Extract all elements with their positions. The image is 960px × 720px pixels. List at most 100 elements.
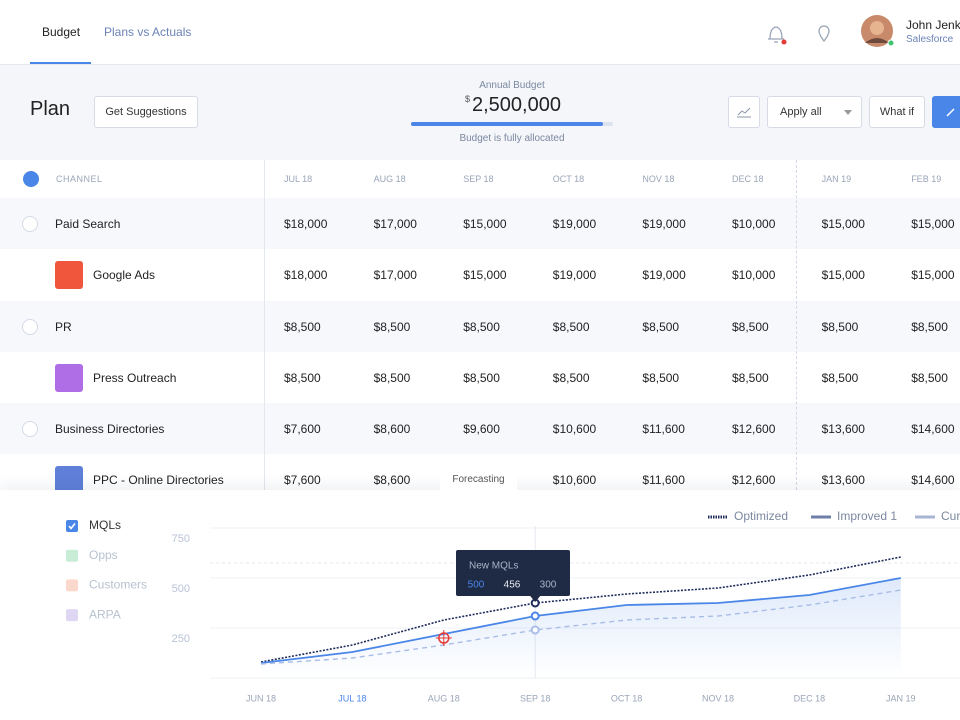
- tab[interactable]: Plans vs Actuals: [104, 25, 192, 39]
- currency: $: [465, 94, 471, 104]
- budget-cell[interactable]: $8,500: [642, 319, 680, 334]
- budget-cell[interactable]: $12,600: [732, 472, 776, 487]
- budget-cell[interactable]: $19,000: [642, 216, 686, 231]
- budget-cell[interactable]: $14,600: [911, 421, 955, 436]
- expand-toggle[interactable]: [22, 420, 38, 437]
- budget-cell[interactable]: $8,500: [373, 370, 411, 385]
- budget-cell[interactable]: $15,000: [463, 216, 507, 231]
- budget-cell[interactable]: $8,500: [463, 319, 500, 334]
- budget-cell[interactable]: $12,600: [732, 421, 776, 436]
- budget-cell[interactable]: $8,500: [284, 370, 321, 385]
- budget-cell[interactable]: $8,500: [373, 319, 411, 334]
- tooltip-arrow: [530, 596, 541, 602]
- legend-label[interactable]: Cur: [941, 509, 960, 523]
- forecast-tab[interactable]: Forecasting: [440, 470, 517, 492]
- column-header: FEB 19: [911, 174, 942, 184]
- tooltip-value: 300: [540, 580, 557, 591]
- channel-name: PPC - Online Directories: [93, 472, 224, 487]
- budget-cell[interactable]: $18,000: [284, 216, 328, 231]
- channel-name: Press Outreach: [93, 370, 177, 385]
- budget-cell[interactable]: $19,000: [552, 268, 597, 282]
- budget-cell[interactable]: $11,600: [642, 472, 685, 487]
- y-tick-label: 250: [172, 633, 190, 645]
- x-tick-label: JUN 18: [246, 693, 276, 703]
- channel-icon: [55, 363, 83, 392]
- budget-cell[interactable]: $8,600: [373, 421, 411, 436]
- budget-cell[interactable]: $10,600: [552, 421, 597, 436]
- budget-cell[interactable]: $8,500: [732, 370, 769, 385]
- location-icon[interactable]: [818, 25, 830, 43]
- budget-cell[interactable]: $13,600: [821, 421, 865, 436]
- column-header: AUG 18: [373, 174, 406, 184]
- notification-dot: [781, 39, 787, 45]
- budget-cell[interactable]: $15,000: [463, 268, 507, 282]
- budget-cell[interactable]: $15,000: [911, 268, 955, 282]
- metric-checkbox[interactable]: [66, 579, 78, 592]
- channel-icon: [55, 465, 83, 490]
- budget-cell[interactable]: $8,500: [821, 370, 859, 385]
- expand-toggle[interactable]: [22, 215, 38, 232]
- budget-cell[interactable]: $8,500: [732, 319, 769, 334]
- metric-label[interactable]: Customers: [89, 578, 147, 592]
- hover-point[interactable]: [530, 611, 540, 621]
- budget-cell[interactable]: $8,500: [911, 319, 948, 334]
- budget-cell[interactable]: $11,600: [642, 421, 685, 436]
- budget-cell[interactable]: $9,600: [463, 421, 500, 436]
- budget-cell[interactable]: $8,500: [552, 370, 590, 385]
- budget-cell[interactable]: $8,500: [821, 319, 859, 334]
- apply-select[interactable]: Apply all: [767, 96, 862, 128]
- budget-cell[interactable]: $8,600: [373, 472, 411, 487]
- expand-toggle[interactable]: [22, 318, 38, 335]
- y-tick-label: 750: [172, 533, 190, 545]
- budget-cell[interactable]: $17,000: [373, 268, 417, 282]
- budget-cell[interactable]: $10,600: [552, 472, 597, 487]
- budget-cell[interactable]: $17,000: [373, 216, 417, 231]
- chart-button[interactable]: [728, 96, 760, 128]
- x-tick-label: NOV 18: [702, 693, 734, 703]
- budget-cell[interactable]: $19,000: [552, 216, 597, 231]
- target-cross: [435, 630, 452, 646]
- budget-label: Annual Budget: [479, 80, 545, 91]
- suggest-button[interactable]: Get Suggestions: [94, 96, 198, 128]
- budget-cell[interactable]: $8,500: [463, 370, 500, 385]
- page-title: Plan: [30, 98, 71, 120]
- avatar[interactable]: [860, 15, 896, 49]
- hover-point[interactable]: [530, 625, 540, 635]
- budget-cell[interactable]: $8,500: [911, 370, 948, 385]
- legend-label[interactable]: Optimized: [734, 509, 788, 523]
- collapse-all[interactable]: [23, 171, 39, 187]
- user-company: Salesforce: [906, 34, 954, 45]
- edit-button[interactable]: [932, 96, 960, 128]
- budget-cell[interactable]: $15,000: [821, 216, 865, 231]
- tooltip-value: 500: [468, 580, 485, 591]
- budget-cell[interactable]: $7,600: [284, 472, 321, 487]
- budget-cell[interactable]: $7,600: [284, 421, 321, 436]
- legend-label[interactable]: Improved 1: [837, 509, 897, 523]
- budget-cell[interactable]: $8,500: [552, 319, 590, 334]
- metric-label[interactable]: MQLs: [89, 518, 121, 532]
- tab[interactable]: Budget: [42, 25, 81, 39]
- budget-cell[interactable]: $18,000: [284, 268, 328, 282]
- budget-cell[interactable]: $14,600: [911, 472, 955, 487]
- budget-cell[interactable]: $8,500: [284, 319, 321, 334]
- group-row: [0, 403, 960, 455]
- budget-cell[interactable]: $15,000: [911, 216, 955, 231]
- metric-checkbox[interactable]: [66, 609, 78, 622]
- budget-cell[interactable]: $10,000: [732, 216, 776, 231]
- column-divider: [264, 160, 265, 490]
- budget-cell[interactable]: $10,000: [732, 268, 776, 282]
- metric-label[interactable]: ARPA: [89, 607, 121, 621]
- bell-icon[interactable]: [768, 26, 784, 43]
- year-divider: [796, 160, 797, 490]
- budget-cell[interactable]: $19,000: [642, 268, 686, 282]
- budget-cell[interactable]: $15,000: [821, 268, 865, 282]
- metric-label[interactable]: Opps: [89, 548, 118, 562]
- budget-cell[interactable]: $13,600: [821, 472, 865, 487]
- column-header: NOV 18: [642, 174, 675, 184]
- budget-cell[interactable]: $8,500: [642, 370, 680, 385]
- x-tick-label: AUG 18: [428, 693, 460, 703]
- budget-track: [411, 122, 613, 126]
- metric-checkbox[interactable]: [66, 549, 78, 562]
- what-if-button[interactable]: What if: [869, 96, 925, 128]
- metric-checkbox[interactable]: [66, 520, 78, 532]
